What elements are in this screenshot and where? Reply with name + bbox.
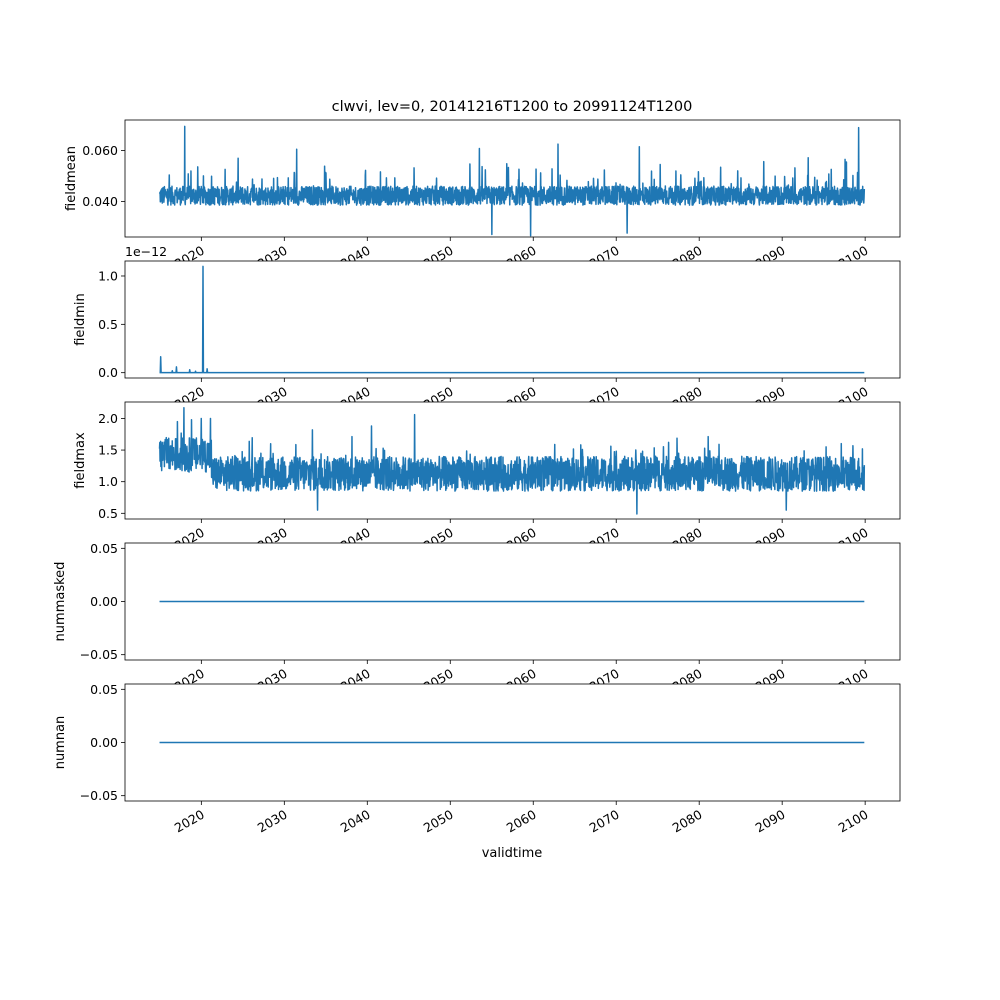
numnan-xtick-label: 2080 xyxy=(670,807,705,836)
fieldmean-axes-frame xyxy=(124,119,901,238)
numnan-xtick-label: 2090 xyxy=(753,807,788,836)
fieldmax-series-line xyxy=(158,406,866,515)
fieldmax-ytick-label: 0.5 xyxy=(98,506,118,521)
numnan-xtick-label: 2100 xyxy=(836,807,871,836)
x-axis-label: validtime xyxy=(482,846,543,861)
fieldmean-ytick-label: 0.060 xyxy=(82,143,118,158)
numnan-ytick-label: 0.05 xyxy=(90,682,118,697)
numnan-xtick-label: 2020 xyxy=(172,807,207,836)
axes-face-3 xyxy=(125,402,900,519)
nummasked-ylabel: nummasked xyxy=(53,562,68,642)
numnan-ytick-label: −0.05 xyxy=(80,788,118,803)
numnan-ytick-label: 0.00 xyxy=(90,735,118,750)
numnan-xtick-label: 2050 xyxy=(421,807,456,836)
fieldmax-ytick-label: 1.5 xyxy=(98,443,118,458)
fieldmean-ytick-label: 0.040 xyxy=(82,194,118,209)
fieldmin-ylabel: fieldmin xyxy=(73,293,88,346)
numnan-xtick-label: 2070 xyxy=(587,807,622,836)
fieldmin-ytick-label: 0.0 xyxy=(98,365,118,380)
axes-face-2 xyxy=(125,261,900,378)
numnan-xtick-label: 2060 xyxy=(504,807,539,836)
fieldmin-ytick-label: 1.0 xyxy=(98,268,118,283)
nummasked-ytick-label: 0.00 xyxy=(90,594,118,609)
fieldmin-series-line xyxy=(159,265,865,374)
fieldmin-ytick-label: 0.5 xyxy=(98,317,118,332)
nummasked-ytick-label: −0.05 xyxy=(80,647,118,662)
fieldmax-ylabel: fieldmax xyxy=(73,432,88,489)
fieldmean-ylabel: fieldmean xyxy=(64,146,79,211)
nummasked-ytick-label: 0.05 xyxy=(90,541,118,556)
fieldmax-ytick-label: 1.0 xyxy=(98,474,118,489)
numnan-xtick-label: 2040 xyxy=(338,807,373,836)
fieldmax-ytick-label: 2.0 xyxy=(98,411,118,426)
fieldmean-series-line xyxy=(158,125,866,237)
figure-title: clwvi, lev=0, 20141216T1200 to 20991124T… xyxy=(332,99,693,115)
fieldmin-offset-text: 1e−12 xyxy=(125,244,167,259)
numnan-xtick-label: 2030 xyxy=(255,807,290,836)
fieldmin-axes-frame xyxy=(124,260,901,379)
fieldmax-axes-frame xyxy=(124,401,901,520)
numnan-ylabel: numnan xyxy=(53,716,68,770)
